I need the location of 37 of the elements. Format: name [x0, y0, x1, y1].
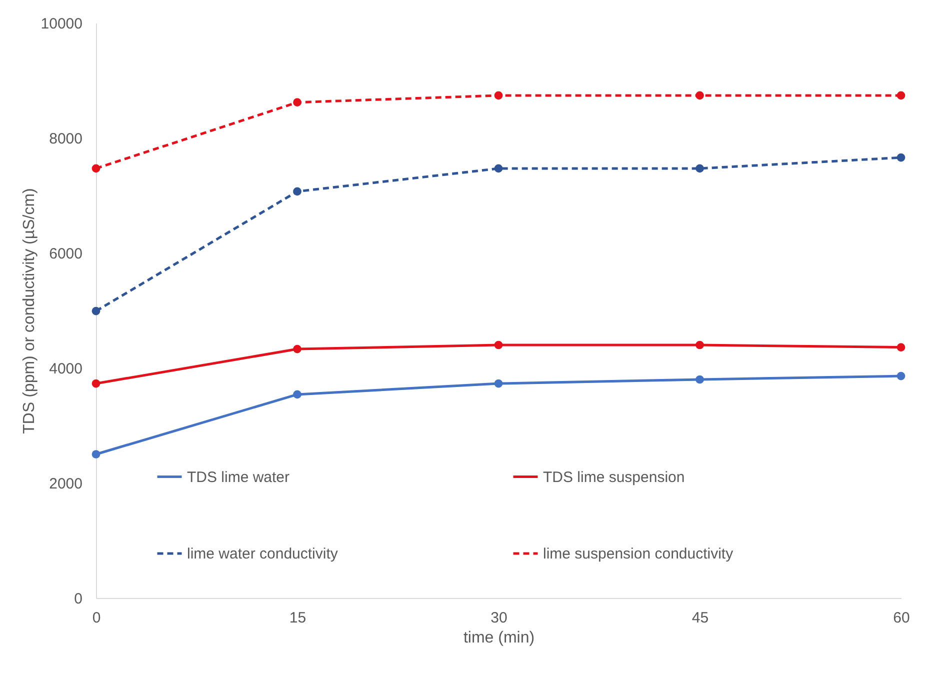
x-axis-title: time (min): [463, 630, 535, 646]
y-tick-label: 0: [74, 590, 82, 608]
point: [896, 91, 906, 100]
legend-label: lime water conductivity: [187, 546, 338, 562]
point: [494, 340, 503, 350]
x-tick-label: 60: [893, 610, 910, 626]
point: [92, 164, 100, 173]
y-tick-label: 2000: [49, 476, 82, 492]
y-tick-label: 4000: [49, 360, 82, 378]
point: [494, 379, 503, 388]
point: [696, 340, 704, 350]
point: [92, 306, 100, 316]
y-tick-label: 8000: [49, 130, 82, 148]
point: [696, 375, 704, 384]
point: [896, 343, 906, 352]
point: [92, 450, 100, 458]
x-tick-label: 45: [692, 610, 709, 626]
point: [92, 379, 100, 388]
legend-label: lime suspension conductivity: [543, 546, 734, 562]
legend-label: TDS lime water: [187, 468, 290, 486]
point: [293, 390, 302, 399]
y-tick-label: 10000: [40, 16, 82, 32]
x-tick-label: 30: [490, 610, 508, 626]
legend-label: TDS lime suspension: [543, 468, 685, 486]
point: [293, 187, 302, 196]
y-tick-label: 6000: [49, 246, 82, 262]
y-axis-title: TDS (ppm) or conductivity (µS/cm): [20, 188, 38, 434]
point: [896, 372, 906, 380]
point: [293, 344, 302, 354]
point: [494, 91, 503, 100]
point: [293, 98, 302, 107]
x-tick-label: 0: [92, 610, 101, 626]
point: [896, 153, 906, 162]
x-tick-label: 15: [289, 610, 306, 626]
point: [494, 164, 503, 173]
point: [696, 91, 704, 100]
point: [696, 164, 704, 173]
